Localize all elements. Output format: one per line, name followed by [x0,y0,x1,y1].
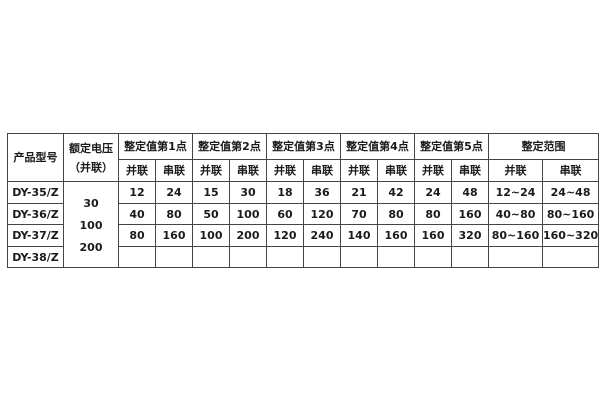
header-rated-voltage-line2: （并联） [69,161,113,174]
subheader-series: 串联 [541,159,600,182]
value-cell: 160 [451,203,489,225]
subheader-parallel: 并联 [340,159,378,182]
value-cell: 240 [303,224,341,247]
subheader-series: 串联 [229,159,267,182]
voltage-value: 200 [79,241,103,254]
header-group-point5: 整定值第5点 [414,133,489,160]
value-cell [451,246,489,268]
value-cell: 160~320 [541,224,600,247]
value-cell: 320 [451,224,489,247]
value-cell: 80 [377,203,415,225]
model-cell: DY-38/Z [7,246,64,268]
voltage-value: 100 [79,219,103,232]
value-cell: 42 [377,181,415,204]
value-cell: 50 [192,203,230,225]
value-cell [155,246,193,268]
value-cell: 200 [229,224,267,247]
value-cell: 100 [229,203,267,225]
value-cell [414,246,452,268]
header-row-sub: 并联 串联 并联 串联 并联 串联 并联 串联 并联 串联 并联 串联 [8,159,600,182]
subheader-series: 串联 [155,159,193,182]
subheader-parallel: 并联 [488,159,543,182]
value-cell [488,246,543,268]
value-cell: 160 [414,224,452,247]
value-cell: 24~48 [541,181,600,204]
value-cell: 15 [192,181,230,204]
value-cell: 160 [377,224,415,247]
value-cell: 21 [340,181,378,204]
spec-table: 产品型号 额定电压 （并联） 整定值第1点 整定值第2点 整定值第3点 整定值第… [7,133,600,268]
subheader-parallel: 并联 [192,159,230,182]
value-cell: 80 [155,203,193,225]
value-cell: 120 [266,224,304,247]
header-rated-voltage-line1: 额定电压 [69,142,113,155]
value-cell [541,246,600,268]
subheader-parallel: 并联 [118,159,156,182]
value-cell: 12~24 [488,181,543,204]
header-product-model: 产品型号 [7,133,64,182]
value-cell: 12 [118,181,156,204]
table-row: DY-36/Z 40 80 50 100 60 120 70 80 80 160… [7,203,600,225]
value-cell [118,246,156,268]
model-cell: DY-37/Z [7,224,64,247]
subheader-series: 串联 [377,159,415,182]
voltage-value: 30 [83,197,99,210]
value-cell: 40~80 [488,203,543,225]
value-cell: 48 [451,181,489,204]
table-row: DY-35/Z 30 100 200 12 24 15 30 18 36 21 … [7,181,600,268]
header-group-point3: 整定值第3点 [266,133,341,160]
header-group-point2: 整定值第2点 [192,133,267,160]
model-cell: DY-35/Z [7,181,64,204]
value-cell: 40 [118,203,156,225]
header-group-point1: 整定值第1点 [118,133,193,160]
value-cell [377,246,415,268]
model-cell: DY-36/Z [7,203,64,225]
value-cell: 80~160 [541,203,600,225]
value-cell: 36 [303,181,341,204]
value-cell: 18 [266,181,304,204]
subheader-series: 串联 [451,159,489,182]
value-cell [303,246,341,268]
subheader-series: 串联 [303,159,341,182]
header-row-groups: 产品型号 额定电压 （并联） 整定值第1点 整定值第2点 整定值第3点 整定值第… [7,133,600,182]
value-cell: 80 [414,203,452,225]
value-cell [266,246,304,268]
value-cell: 80 [118,224,156,247]
value-cell: 24 [155,181,193,204]
subheader-parallel: 并联 [266,159,304,182]
table-row: DY-37/Z 80 160 100 200 120 240 140 160 1… [7,224,600,247]
header-rated-voltage: 额定电压 （并联） [63,133,119,182]
value-cell: 100 [192,224,230,247]
value-cell: 160 [155,224,193,247]
value-cell: 140 [340,224,378,247]
table-row: DY-38/Z [7,246,600,268]
value-cell: 80~160 [488,224,543,247]
value-cell [229,246,267,268]
value-cell: 120 [303,203,341,225]
value-cell: 30 [229,181,267,204]
subheader-parallel: 并联 [414,159,452,182]
value-cell: 60 [266,203,304,225]
value-cell [192,246,230,268]
value-cell: 70 [340,203,378,225]
header-group-range: 整定范围 [487,133,600,160]
value-cell: 24 [414,181,452,204]
header-group-point4: 整定值第4点 [340,133,415,160]
value-cell [340,246,378,268]
voltage-values-cell: 30 100 200 [63,181,119,268]
